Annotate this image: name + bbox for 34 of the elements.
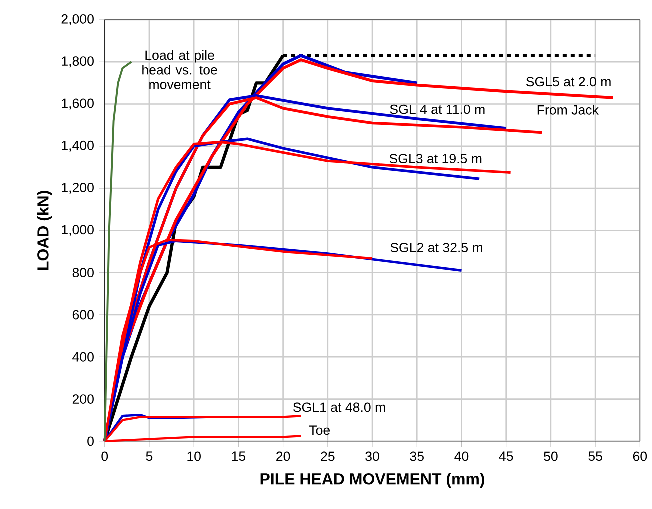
y-tick-label: 1,800 — [62, 56, 94, 68]
x-tick-label: 0 — [102, 452, 108, 462]
x-tick-label: 55 — [588, 452, 602, 461]
x-tick-label: 10 — [188, 452, 201, 462]
x-tick-label: 20 — [276, 452, 290, 462]
x-tick-label: 35 — [410, 452, 424, 462]
annotation: Toe — [309, 426, 330, 435]
y-tick-label: 0 — [88, 436, 94, 446]
y-tick-label: 800 — [72, 268, 94, 278]
annotation: SGL 4 at 11.0 m — [390, 104, 485, 114]
y-tick-label: 2,000 — [62, 14, 94, 26]
x-tick-label: 45 — [499, 452, 514, 461]
x-tick-label: 15 — [232, 452, 246, 461]
annotation: SGL5 at 2.0 m — [526, 77, 611, 86]
x-axis-title: PILE HEAD MOVEMENT (mm) — [260, 472, 484, 488]
y-tick-label: 1,000 — [62, 225, 94, 236]
annotation: SGL2 at 32.5 m — [390, 242, 482, 252]
annotation: From Jack — [538, 104, 599, 115]
y-axis-title: LOAD (kN) — [37, 190, 52, 270]
y-tick-label: 600 — [72, 310, 94, 320]
annotation: Load at pile head vs. toe movement — [142, 50, 218, 90]
x-tick-label: 40 — [454, 452, 469, 462]
y-tick-label: 1,400 — [62, 140, 94, 152]
annotation: SGL1 at 48.0 m — [293, 402, 386, 412]
x-tick-label: 5 — [146, 452, 153, 461]
annotation: SGL3 at 19.5 m — [390, 154, 482, 164]
x-tick-label: 25 — [321, 452, 335, 462]
x-tick-label: 50 — [544, 452, 558, 462]
y-tick-label: 1,200 — [62, 182, 94, 194]
x-tick-label: 30 — [366, 452, 380, 462]
x-tick-label: 60 — [633, 452, 648, 462]
y-tick-label: 1,600 — [62, 98, 94, 110]
y-tick-label: 200 — [72, 394, 94, 404]
y-tick-label: 400 — [72, 352, 94, 362]
